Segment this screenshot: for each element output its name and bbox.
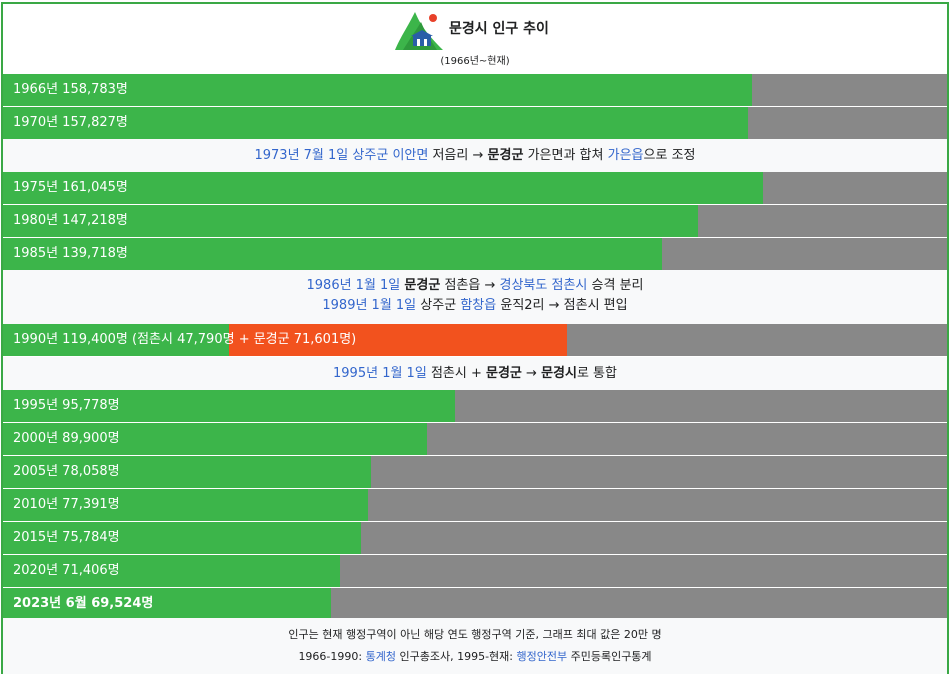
- note-1986-1989: 1986년 1월 1일 문경군 점촌읍 → 경상북도 점촌시 승격 분리 198…: [3, 270, 947, 324]
- note-city: 문경시: [541, 366, 577, 381]
- bar: [3, 423, 427, 455]
- link-city[interactable]: 점촌시: [551, 278, 588, 293]
- note-suffix: 윤직2리 → 점촌시 편입: [500, 298, 628, 313]
- note-1995: 1995년 1월 1일 점촌시 + 문경군 → 문경시로 통합: [3, 357, 947, 390]
- link-ministry[interactable]: 행정안전부: [516, 650, 568, 663]
- bar-row: 1995년 95,778명: [3, 390, 947, 422]
- bar: [3, 588, 331, 620]
- link-town[interactable]: 함창읍: [460, 298, 497, 313]
- link-town[interactable]: 가은읍: [607, 148, 644, 163]
- note-county: 문경군: [404, 278, 441, 293]
- bar-row: 1985년 139,718명: [3, 238, 947, 270]
- chart-footer: 인구는 현재 행정구역이 아닌 해당 연도 행정구역 기준, 그래프 최대 값은…: [3, 618, 947, 674]
- link-district[interactable]: 이안면: [392, 148, 429, 163]
- note-county: 문경군: [485, 366, 522, 381]
- footer-text: 주민등록인구통계: [567, 650, 652, 663]
- bar-secondary: [229, 324, 567, 356]
- note-1986: 1986년 1월 1일 문경군 점촌읍 → 경상북도 점촌시 승격 분리: [3, 276, 947, 296]
- link-province[interactable]: 경상북도: [499, 278, 548, 293]
- note-text: 점촌읍 →: [444, 278, 496, 293]
- bar-row: 1970년 157,827명: [3, 107, 947, 139]
- bar: [3, 238, 662, 270]
- bar-label: 2023년 6월 69,524명: [13, 596, 154, 611]
- bar-label: 2010년 77,391명: [13, 497, 120, 512]
- bar-label: 1990년 119,400명 (점촌시 47,790명 + 문경군 71,601…: [13, 332, 357, 347]
- footer-text: 인구총조사, 1995-현재:: [395, 650, 517, 663]
- chart-header: 문경시 인구 추이 (1966년~현재): [3, 4, 947, 76]
- footer-text: 1966-1990:: [298, 650, 366, 663]
- note-arrow: →: [526, 366, 537, 381]
- note-target: 문경군: [487, 148, 524, 163]
- link-date[interactable]: 1986년 1월 1일: [306, 278, 401, 293]
- note-text: 상주군: [420, 298, 457, 313]
- bar: [3, 205, 698, 237]
- bar-label: 2000년 89,900명: [13, 431, 120, 446]
- footer-note: 인구는 현재 행정구역이 아닌 해당 연도 행정구역 기준, 그래프 최대 값은…: [288, 628, 662, 641]
- bar-label: 2005년 78,058명: [13, 464, 120, 479]
- footer-sources: 1966-1990: 통계청 인구총조사, 1995-현재: 행정안전부 주민등…: [3, 646, 947, 668]
- chart-title: 문경시 인구 추이: [449, 21, 549, 37]
- bar: [3, 456, 371, 488]
- bar-row: 2005년 78,058명: [3, 456, 947, 488]
- bar-label: 1966년 158,783명: [13, 82, 128, 97]
- bar-label: 2015년 75,784명: [13, 530, 120, 545]
- bar: [3, 555, 340, 587]
- bar-row: 1975년 161,045명: [3, 172, 947, 204]
- note-text: 점촌시 +: [430, 366, 482, 381]
- bar-label: 2020년 71,406명: [13, 563, 120, 578]
- note-1973: 1973년 7월 1일 상주군 이안면 저음리 → 문경군 가은면과 합쳐 가은…: [3, 139, 947, 172]
- note-text: 저음리: [432, 148, 469, 163]
- chart-subtitle: (1966년~현재): [440, 56, 510, 67]
- note-1989: 1989년 1월 1일 상주군 함창읍 윤직2리 → 점촌시 편입: [3, 296, 947, 316]
- bar: [3, 172, 763, 204]
- bar: [3, 522, 361, 554]
- bar: [3, 324, 229, 356]
- bar-row: 1980년 147,218명: [3, 205, 947, 237]
- bar-label: 1995년 95,778명: [13, 398, 120, 413]
- bar-label: 1980년 147,218명: [13, 213, 128, 228]
- note-text: 가은면과 합쳐: [527, 148, 604, 163]
- note-suffix: 로 통합: [576, 366, 617, 381]
- link-statistics-korea[interactable]: 통계청: [365, 650, 396, 663]
- mungyeong-emblem-icon: [395, 12, 443, 50]
- bar-label: 1985년 139,718명: [13, 246, 128, 261]
- bar: [3, 390, 455, 422]
- bar-row: 2023년 6월 69,524명: [3, 588, 947, 620]
- bar-row: 2020년 71,406명: [3, 555, 947, 587]
- link-county[interactable]: 상주군: [352, 148, 389, 163]
- bar-row: 2010년 77,391명: [3, 489, 947, 521]
- link-date[interactable]: 1973년 7월 1일: [254, 148, 349, 163]
- bar: [3, 489, 368, 521]
- note-suffix: 승격 분리: [591, 278, 644, 293]
- bar: [3, 74, 752, 106]
- link-date[interactable]: 1989년 1월 1일: [322, 298, 417, 313]
- bar: [3, 107, 748, 139]
- link-date[interactable]: 1995년 1월 1일: [333, 366, 427, 381]
- bar-row: 1966년 158,783명: [3, 74, 947, 106]
- note-suffix: 으로 조정: [643, 148, 696, 163]
- bar-label: 1970년 157,827명: [13, 115, 128, 130]
- bar-row: 2015년 75,784명: [3, 522, 947, 554]
- note-arrow: →: [472, 148, 484, 163]
- bar-label: 1975년 161,045명: [13, 180, 128, 195]
- bar-row: 2000년 89,900명: [3, 423, 947, 455]
- bar-row: 1990년 119,400명 (점촌시 47,790명 + 문경군 71,601…: [3, 324, 947, 356]
